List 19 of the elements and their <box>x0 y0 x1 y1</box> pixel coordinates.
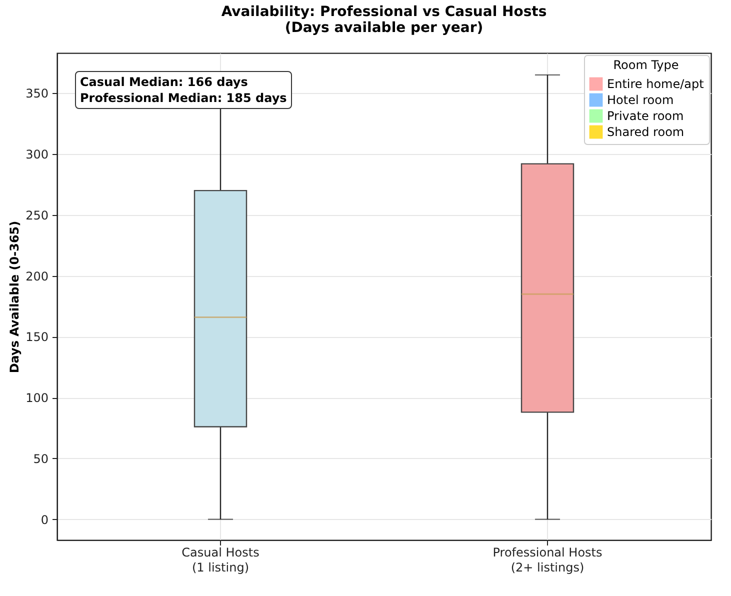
chart-subtitle: (Days available per year) <box>284 20 484 36</box>
y-axis-title: Days Available (0-365) <box>8 220 22 374</box>
chart-title: Availability: Professional vs Casual Hosts <box>221 4 547 20</box>
legend-label: Entire home/apt <box>607 77 704 91</box>
note-box: Casual Median: 166 days Professional Median: 185 days <box>75 71 292 109</box>
legend-label: Hotel room <box>607 93 674 107</box>
y-tick-label: 50 <box>33 452 48 466</box>
y-tick-label: 350 <box>26 86 48 101</box>
x-tick-label: Professional Hosts (2+ listings) <box>492 546 602 574</box>
y-tick-label: 250 <box>26 208 48 222</box>
y-tick-label: 100 <box>26 391 48 406</box>
y-tick-label: 200 <box>26 269 48 284</box>
y-tick-label: 150 <box>26 330 48 344</box>
x-tick-label: Casual Hosts (1 listing) <box>182 546 260 574</box>
legend-label: Shared room <box>607 125 684 139</box>
legend-title: Room Type <box>613 58 679 72</box>
legend-label: Private room <box>607 109 684 123</box>
y-tick-label: 0 <box>40 512 48 527</box>
y-tick-label: 300 <box>26 148 48 162</box>
